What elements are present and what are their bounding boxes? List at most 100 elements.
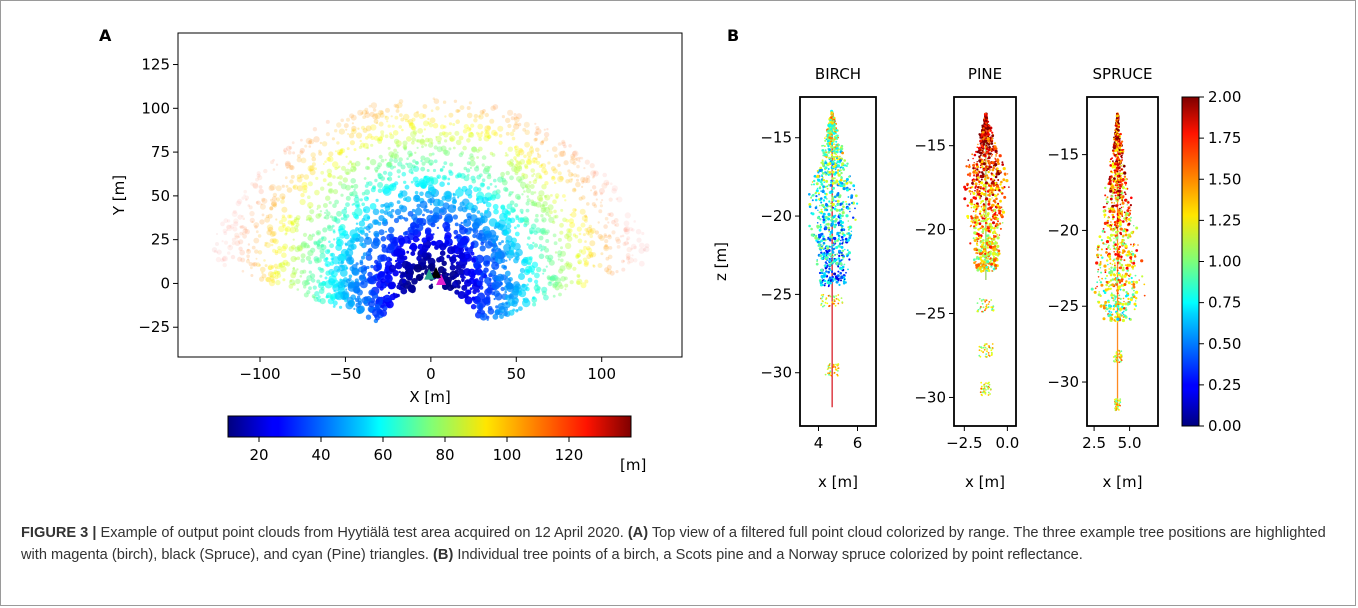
panel-a-point [578,156,582,160]
panel-a-point [501,302,505,306]
tree-point [985,343,988,345]
tree-point [975,236,978,239]
tree-point [985,307,988,309]
tree-point [978,133,981,136]
panel-a-point [548,259,555,266]
tree-point [981,159,984,162]
panel-a-point [571,187,577,193]
panel-a-point [426,169,430,172]
panel-a-point [366,157,370,160]
panel-a-point [386,279,390,284]
tree-point [841,238,844,241]
tree-point [1109,287,1112,290]
panel-a-point [486,318,489,321]
tree-point [852,216,855,219]
tree-point [982,208,985,210]
panel-a-point [593,204,598,208]
panel-a-point [253,222,260,228]
panel-a-point [438,255,445,262]
panel-a-point [345,278,351,284]
tree-point [838,283,841,286]
panel-a-point [259,203,266,210]
panel-a-point [513,116,518,120]
tree-points-pine [963,112,1010,397]
panel-a-point [510,116,515,121]
tree-point [999,227,1002,230]
panel-a-point [511,237,517,244]
tree-point [979,391,982,394]
panel-a-point [470,123,475,128]
tree-point [985,382,987,384]
panel-a-point [477,132,483,138]
panel-a-point [293,218,300,224]
tree-point [987,202,991,206]
panel-a-point [382,170,388,175]
panel-a-point [324,276,328,280]
tree-point [819,185,821,188]
tree-point [840,176,843,180]
panel-a-point [279,193,286,200]
panel-a-point [513,166,521,174]
panel-a-point [308,233,312,237]
panel-a-point [534,272,540,279]
panel-a-point [341,165,346,171]
panel-a-point [316,244,322,250]
tree-point [987,354,990,356]
tree-point [977,232,980,236]
tree-point [822,244,824,246]
tree-point [820,257,824,260]
tree-point [986,246,990,249]
panel-a-point [378,271,385,278]
panel-a-point [316,208,319,210]
tree-point [818,235,822,239]
tree-point [841,151,844,155]
panel-a-point [349,140,355,146]
tree-point [810,196,813,199]
panel-a-point [215,232,219,236]
panel-a-point [234,235,239,240]
panel-a-point [518,147,523,153]
panel-a-point [448,112,454,118]
panel-a-point [621,267,626,272]
panel-a-point [236,198,243,205]
panel-a-point [458,247,465,254]
tree-point [816,260,818,262]
panel-a-point [251,245,256,250]
panel-a-point [272,168,276,171]
panel-a-point [265,242,271,249]
tree-point [984,221,988,225]
tree-point [972,237,975,240]
panel-a-point [417,182,420,185]
tree-point [840,171,843,175]
tree-point [818,169,822,172]
panel-a-point [264,264,268,268]
panel-a-point [267,271,274,278]
panel-a-point [481,111,485,115]
panel-a-point [342,177,348,183]
tree-point [995,184,1000,188]
panel-a-point [403,231,408,236]
tree-point [810,183,813,186]
panel-a-point [353,188,356,191]
panel-a-point [369,203,377,210]
tree-point [979,210,982,213]
panel-a-point [383,210,389,216]
panel-a-point [518,178,523,184]
panel-a-point [328,151,334,157]
tree-point [1110,221,1112,223]
panel-a-point [370,240,380,249]
panel-a-point [228,245,231,248]
tree-point [986,174,989,177]
panel-a-point [246,248,250,252]
tree-point [996,152,998,155]
panel-a-point [292,151,296,155]
panel-a-point [483,135,490,142]
panel-a-point [430,177,439,185]
panel-a-point [511,191,514,194]
panel-a-point [394,259,398,263]
tree-point [820,302,823,305]
panel-a-point [290,220,294,225]
tree-point [822,144,824,147]
panel-a-point [470,304,477,310]
tree-point [982,127,985,130]
